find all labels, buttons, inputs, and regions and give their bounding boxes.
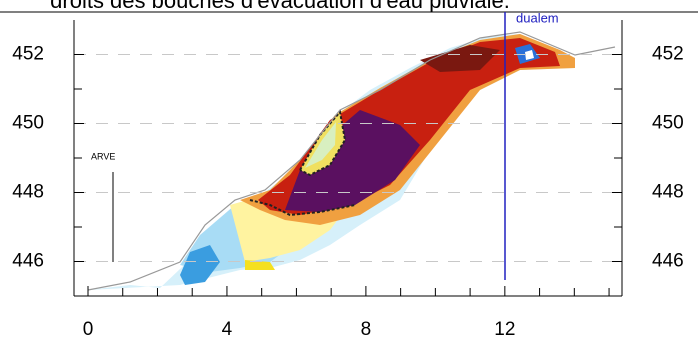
y2-tick-label: 446 [652, 251, 684, 272]
y2-tick-label: 448 [652, 182, 684, 203]
y-tick-label: 446 [12, 251, 44, 272]
y-tick-label: 450 [12, 113, 44, 134]
x-tick-label: 0 [83, 319, 94, 340]
annotation: ARVE [91, 151, 115, 161]
y2-tick-label: 452 [652, 44, 684, 65]
y-tick-label: 448 [12, 182, 44, 203]
x-tick-label: 4 [222, 319, 233, 340]
x-tick-label: 8 [361, 319, 372, 340]
resistivity-section [87, 31, 616, 291]
caption: droits des bouches d'évacuation d'eau pl… [50, 0, 510, 13]
x-tick-label: 12 [494, 319, 515, 340]
y-tick-label: 452 [12, 44, 44, 65]
y2-tick-label: 450 [652, 113, 684, 134]
annotation: dualem [516, 10, 559, 25]
